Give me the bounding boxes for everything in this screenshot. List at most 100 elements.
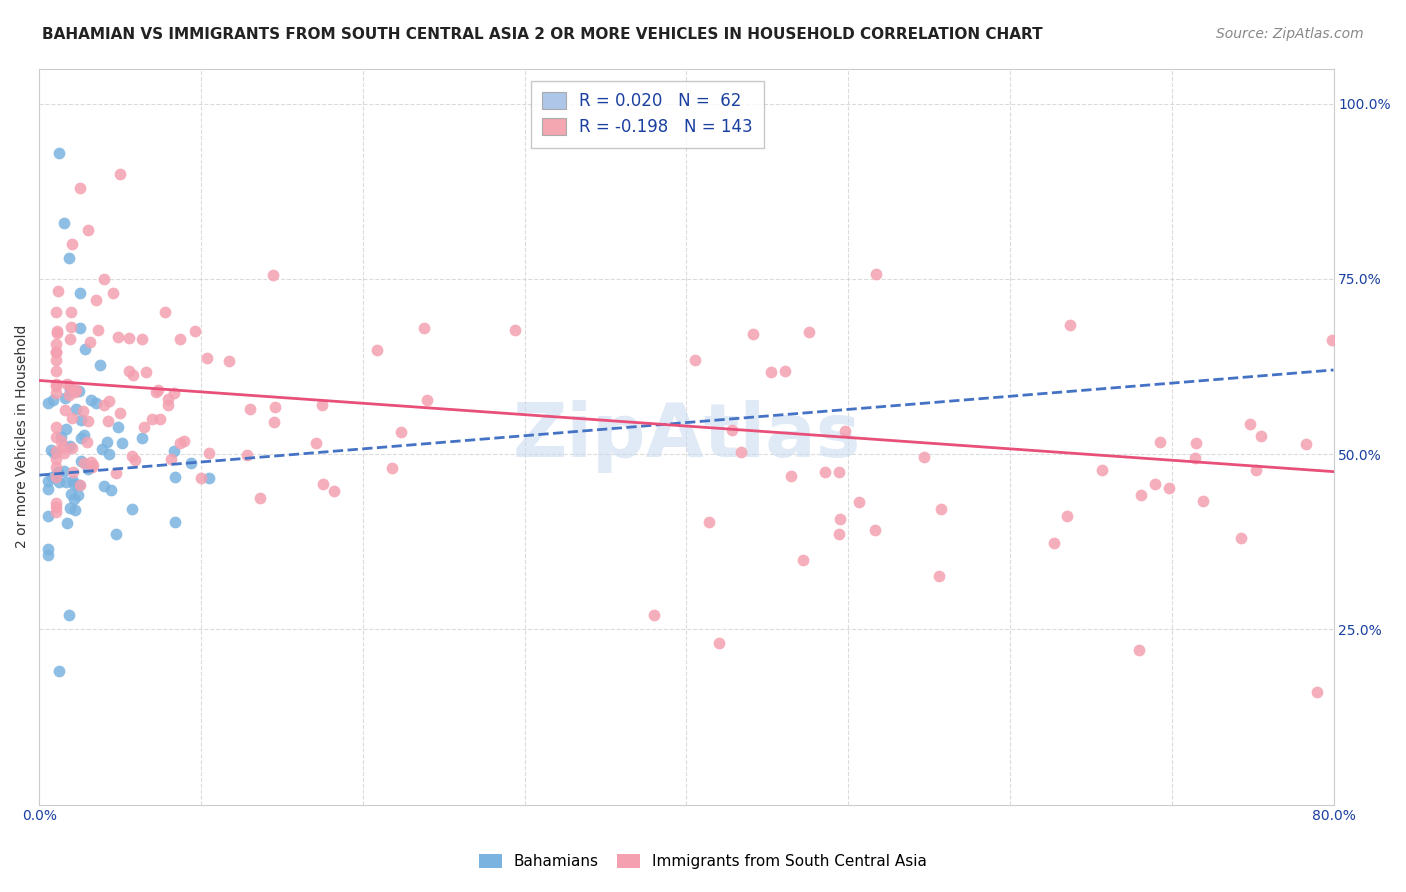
Point [1157,481,1180,495]
Point [929,501,952,516]
Point [45,386,67,401]
Point [197,446,219,460]
Point [865,267,887,281]
Point [59,332,82,346]
Point [165,470,187,484]
Point [45,505,67,519]
Point [1043,536,1066,550]
Point [37,475,59,489]
Point [37,548,59,562]
Point [37,395,59,409]
Point [107,330,129,344]
Point [46,466,69,480]
Point [60,320,83,334]
Point [62,441,84,455]
Point [797,325,820,339]
Point [412,320,434,334]
Point [59,487,82,501]
Point [1091,463,1114,477]
Point [389,425,412,439]
Point [53,464,76,478]
Point [69,321,91,335]
Point [828,512,851,526]
Point [111,436,134,450]
Point [76,461,98,475]
Point [104,527,127,541]
Point [415,393,437,408]
Point [80,392,103,407]
Point [49,430,72,444]
Point [48,145,70,160]
Point [863,523,886,537]
Point [195,351,218,365]
Point [51,434,73,449]
Point [792,553,814,567]
Point [45,379,67,393]
Point [312,477,335,491]
Point [1295,437,1317,451]
Point [93,478,115,492]
Point [55,475,77,489]
Point [62,465,84,479]
Point [1244,463,1267,477]
Point [98,447,121,461]
Point [52,440,75,454]
Point [45,336,67,351]
Point [63,385,86,400]
Text: ZipAtlas: ZipAtlas [512,401,860,473]
Point [381,460,404,475]
Point [503,323,526,337]
Point [48,475,70,489]
Point [153,305,176,319]
Point [45,352,67,367]
Point [45,324,67,338]
Point [145,385,167,400]
Point [1230,531,1253,545]
Point [124,452,146,467]
Point [37,542,59,557]
Point [60,304,83,318]
Point [779,469,801,483]
Point [100,483,122,497]
Point [198,471,221,485]
Point [58,388,80,402]
Point [97,393,120,408]
Point [169,436,191,450]
Point [53,392,76,406]
Text: Source: ZipAtlas.com: Source: ZipAtlas.com [1216,27,1364,41]
Point [59,383,82,397]
Y-axis label: 2 or more Vehicles in Household: 2 or more Vehicles in Household [15,325,30,549]
Point [45,500,67,514]
Point [91,442,114,457]
Point [66,488,89,502]
Point [37,508,59,523]
Point [73,342,96,356]
Point [62,491,84,506]
Point [366,343,388,357]
Point [93,398,115,412]
Point [1129,487,1152,501]
Point [323,484,346,499]
Point [63,476,86,491]
Point [89,358,111,372]
Point [46,284,69,298]
Point [58,251,80,265]
Point [39,443,62,458]
Point [45,430,67,444]
Point [69,285,91,300]
Point [180,456,202,470]
Point [742,327,765,342]
Point [135,365,157,379]
Point [80,455,103,469]
Point [1056,508,1078,523]
Point [70,454,93,468]
Point [928,569,950,583]
Point [122,368,145,383]
Point [759,365,782,379]
Point [70,413,93,427]
Point [148,383,170,397]
Point [1330,467,1353,482]
Point [1149,434,1171,449]
Point [45,496,67,510]
Point [848,495,870,509]
